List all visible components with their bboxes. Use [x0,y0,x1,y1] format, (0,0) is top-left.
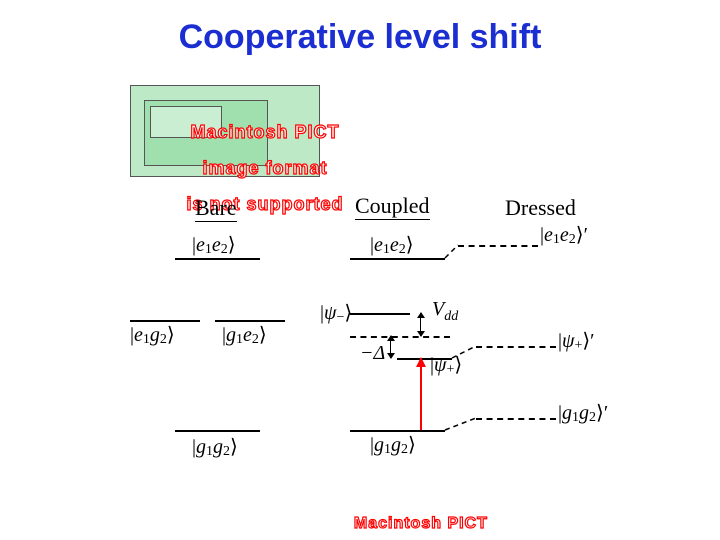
vdd-label: Vdd [432,298,458,325]
pict-line: Macintosh PICT [354,515,488,532]
delta-label: −Δ [360,342,385,365]
page-title: Cooperative level shift [0,18,720,57]
ket-coupled_psip: |ψ+⟩ [430,352,462,378]
ket-coupled_psim: |ψ−⟩ [320,300,352,326]
vdd-label-sub: dd [444,309,458,324]
transition-arrow-icon [420,358,422,430]
column-header-label: Coupled [355,193,430,220]
diagram-canvas: Cooperative level shift Macintosh PICT i… [0,0,720,540]
column-header-dressed: Dressed [505,195,576,221]
dash-connector-2 [445,418,476,430]
pict-line: Macintosh PICT [191,122,340,142]
vdd-arrow-icon [420,313,421,336]
ket-bare_gg: |g1g2⟩ [192,434,238,460]
column-header-coupled: Coupled [355,193,430,219]
ket-bare_ge: |g1e2⟩ [222,322,267,348]
dash-connector-0 [445,245,458,258]
ket-coupled_ee: |e1e2⟩ [370,232,414,258]
ket-bare_ee: |e1e2⟩ [192,232,236,258]
level-coupled_ee [350,258,445,260]
column-header-label: Bare [195,195,237,222]
column-header-bare: Bare [195,195,237,221]
delta-arrow-icon [390,336,391,358]
ket-dressed_psip: |ψ+⟩′ [558,328,595,354]
vdd-label-sym: V [432,298,444,320]
pict-placeholder-top: Macintosh PICT image format is not suppo… [143,105,363,231]
level-coupled_mid_dash [350,336,450,338]
level-dressed_psip_dash [476,346,556,348]
dash-connectors [0,0,720,540]
pict-placeholder-bottom: Macintosh PICT image format is not suppo… [280,500,540,540]
level-dressed_ee_dash [458,245,538,247]
ket-bare_eg: |e1g2⟩ [130,322,175,348]
level-coupled_psim [350,313,410,315]
ket-dressed_gg: |g1g2⟩′ [558,400,608,426]
level-dressed_gg_dash [476,418,556,420]
ket-coupled_gg: |g1g2⟩ [370,432,416,458]
level-bare_ee [175,258,260,260]
level-bare_gg [175,430,260,432]
ket-dressed_ee: |e1e2⟩′ [540,222,588,248]
column-header-label: Dressed [505,195,576,220]
pict-line: image format [202,158,327,178]
